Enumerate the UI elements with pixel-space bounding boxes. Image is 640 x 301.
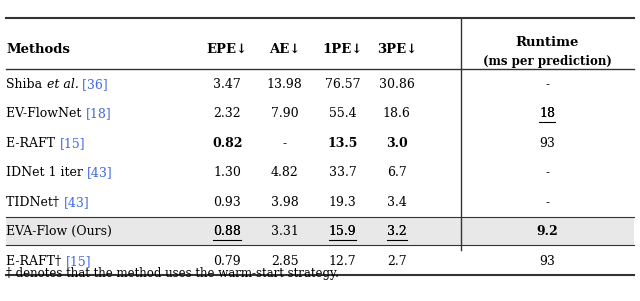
Text: 3.0: 3.0 xyxy=(386,137,408,150)
Text: 19.3: 19.3 xyxy=(328,196,356,209)
Text: 3.31: 3.31 xyxy=(271,225,299,238)
Text: [15]: [15] xyxy=(60,137,85,150)
Text: EV-FlowNet: EV-FlowNet xyxy=(6,107,86,120)
Text: 33.7: 33.7 xyxy=(328,166,356,179)
Text: E-RAFT: E-RAFT xyxy=(6,137,60,150)
Text: 2.85: 2.85 xyxy=(271,255,299,268)
Bar xyxy=(6,217,634,245)
Text: [15]: [15] xyxy=(65,255,91,268)
Text: 6.7: 6.7 xyxy=(387,166,406,179)
Text: et al.: et al. xyxy=(47,78,79,91)
Text: Shiba: Shiba xyxy=(6,78,47,91)
Text: Methods: Methods xyxy=(6,43,70,56)
Text: 13.5: 13.5 xyxy=(327,137,358,150)
Text: 0.88: 0.88 xyxy=(213,225,241,238)
Text: 3.2: 3.2 xyxy=(387,225,406,238)
Text: (ms per prediction): (ms per prediction) xyxy=(483,54,612,68)
Text: 93: 93 xyxy=(540,137,555,150)
Text: 0.82: 0.82 xyxy=(212,137,243,150)
Text: IDNet 1 iter: IDNet 1 iter xyxy=(6,166,87,179)
Text: E-RAFT†: E-RAFT† xyxy=(6,255,65,268)
Text: 55.4: 55.4 xyxy=(328,107,356,120)
Text: 30.86: 30.86 xyxy=(379,78,415,91)
Text: -: - xyxy=(545,78,549,91)
Text: 18.6: 18.6 xyxy=(383,107,411,120)
Text: -: - xyxy=(283,137,287,150)
Text: 12.7: 12.7 xyxy=(328,255,356,268)
Text: 1.30: 1.30 xyxy=(213,166,241,179)
Text: TIDNet†: TIDNet† xyxy=(6,196,63,209)
Text: Runtime: Runtime xyxy=(515,36,579,49)
Text: 3.4: 3.4 xyxy=(387,196,407,209)
Text: 3.47: 3.47 xyxy=(213,78,241,91)
Text: -: - xyxy=(545,166,549,179)
Text: 0.88: 0.88 xyxy=(213,225,241,238)
Text: 13.98: 13.98 xyxy=(267,78,303,91)
Text: 2.32: 2.32 xyxy=(213,107,241,120)
Text: -: - xyxy=(545,196,549,209)
Text: [36]: [36] xyxy=(79,78,108,91)
Text: 3.2: 3.2 xyxy=(387,225,406,238)
Text: [18]: [18] xyxy=(86,107,111,120)
Text: 93: 93 xyxy=(540,255,555,268)
Text: [43]: [43] xyxy=(63,196,89,209)
Text: 15.9: 15.9 xyxy=(328,225,356,238)
Text: 1PE↓: 1PE↓ xyxy=(322,43,363,56)
Text: AE↓: AE↓ xyxy=(269,43,301,56)
Text: 0.79: 0.79 xyxy=(213,255,241,268)
Text: 15.9: 15.9 xyxy=(328,225,356,238)
Text: 0.93: 0.93 xyxy=(213,196,241,209)
Text: 7.90: 7.90 xyxy=(271,107,299,120)
Text: 2.7: 2.7 xyxy=(387,255,406,268)
Text: 3.98: 3.98 xyxy=(271,196,299,209)
Text: EVA-Flow (Ours): EVA-Flow (Ours) xyxy=(6,225,112,238)
Text: [43]: [43] xyxy=(87,166,113,179)
Text: 9.2: 9.2 xyxy=(536,225,558,238)
Text: 76.57: 76.57 xyxy=(324,78,360,91)
Text: 18: 18 xyxy=(540,107,556,120)
Text: 18: 18 xyxy=(540,107,556,120)
Text: EPE↓: EPE↓ xyxy=(207,43,248,56)
Text: 4.82: 4.82 xyxy=(271,166,299,179)
Text: † denotes that the method uses the warm-start strategy.: † denotes that the method uses the warm-… xyxy=(6,267,339,281)
Text: 3PE↓: 3PE↓ xyxy=(377,43,417,56)
